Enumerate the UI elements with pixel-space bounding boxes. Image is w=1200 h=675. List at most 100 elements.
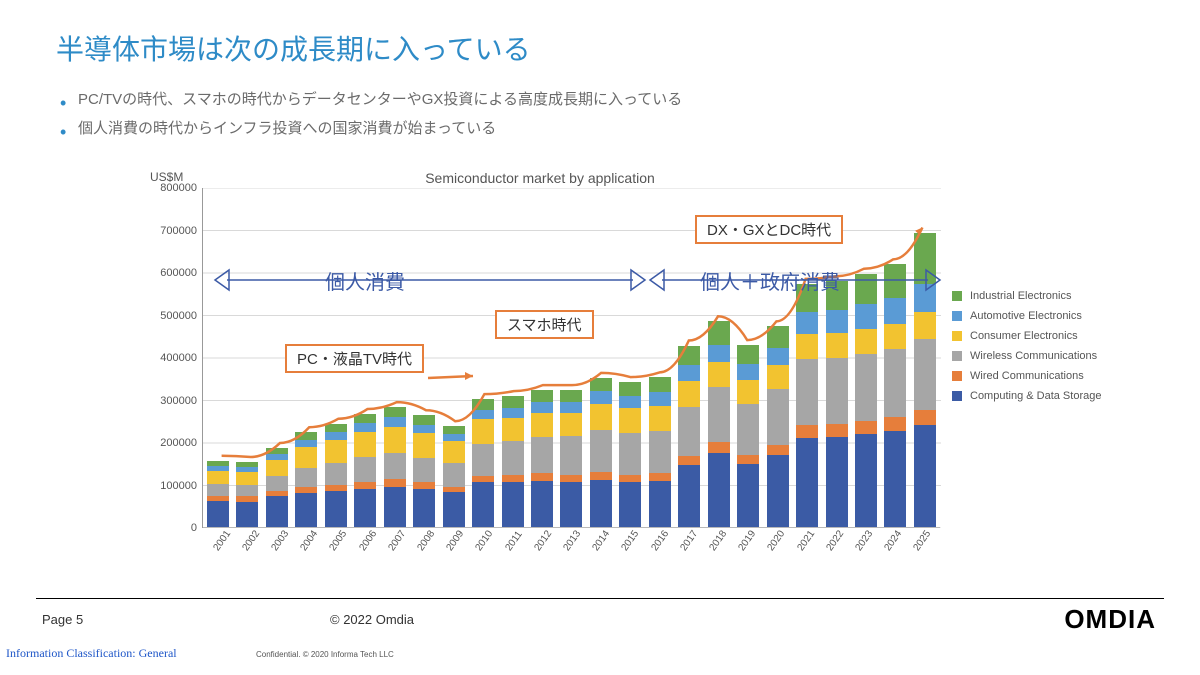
bar xyxy=(678,346,700,527)
bar-segment-automotive xyxy=(295,440,317,447)
bar-segment-automotive xyxy=(914,284,936,313)
bar-segment-consumer xyxy=(295,447,317,468)
bar-segment-wireless xyxy=(855,354,877,421)
bar-segment-computing xyxy=(295,493,317,527)
bar-segment-computing xyxy=(884,431,906,527)
legend-item: Automotive Electronics xyxy=(952,310,1101,322)
bar-segment-consumer xyxy=(914,312,936,338)
legend-label: Consumer Electronics xyxy=(970,330,1078,342)
bar-segment-consumer xyxy=(590,404,612,430)
bar xyxy=(560,390,582,527)
bar-segment-wireless xyxy=(443,463,465,486)
bar-segment-wireless xyxy=(619,433,641,475)
x-tick: 2012 xyxy=(532,529,554,554)
bar-segment-automotive xyxy=(826,310,848,333)
bar-segment-wired xyxy=(384,479,406,486)
bar-segment-industrial xyxy=(560,390,582,402)
legend-swatch xyxy=(952,351,962,361)
y-tick: 100000 xyxy=(160,480,203,492)
bar xyxy=(413,415,435,527)
x-tick: 2020 xyxy=(766,529,788,554)
bullet-item: PC/TVの時代、スマホの時代からデータセンターやGX投資による高度成長期に入っ… xyxy=(78,86,1144,115)
era-label-gov: 個人＋政府消費 xyxy=(700,266,840,295)
bar-segment-wired xyxy=(649,473,671,481)
bar xyxy=(708,321,730,527)
bar-segment-consumer xyxy=(384,427,406,453)
bar xyxy=(325,424,347,527)
era-label-personal: 個人消費 xyxy=(325,266,405,295)
bar-segment-wireless xyxy=(472,444,494,476)
bar xyxy=(354,414,376,527)
bar-segment-computing xyxy=(207,501,229,527)
x-tick: 2011 xyxy=(503,529,524,553)
bar-segment-computing xyxy=(384,487,406,527)
bar-segment-automotive xyxy=(325,432,347,440)
bar xyxy=(472,399,494,527)
bar xyxy=(826,281,848,527)
x-tick: 2017 xyxy=(678,529,700,554)
bar xyxy=(914,233,936,528)
bar-segment-wired xyxy=(354,482,376,489)
bar-segment-consumer xyxy=(443,441,465,463)
bar-segment-industrial xyxy=(590,378,612,392)
bar-segment-automotive xyxy=(531,402,553,413)
legend-label: Wired Communications xyxy=(970,370,1084,382)
x-tick: 2015 xyxy=(620,529,642,554)
bar-segment-wired xyxy=(678,456,700,465)
bar-segment-wireless xyxy=(708,387,730,442)
bar-segment-computing xyxy=(531,481,553,527)
bar-segment-computing xyxy=(413,489,435,527)
bar-segment-consumer xyxy=(649,406,671,431)
bar-segment-computing xyxy=(560,482,582,527)
bar-segment-consumer xyxy=(678,381,700,407)
x-tick: 2006 xyxy=(357,529,379,554)
bar-segment-industrial xyxy=(295,432,317,440)
bar-segment-wireless xyxy=(678,407,700,456)
bar xyxy=(502,396,524,527)
bar-segment-computing xyxy=(354,489,376,527)
legend: Industrial ElectronicsAutomotive Electro… xyxy=(952,290,1101,410)
y-tick: 500000 xyxy=(160,310,203,322)
y-tick: 200000 xyxy=(160,437,203,449)
x-tick: 2001 xyxy=(211,529,233,554)
x-tick: 2024 xyxy=(883,529,905,554)
bar-segment-computing xyxy=(443,492,465,527)
bar-segment-wireless xyxy=(502,441,524,475)
y-tick: 700000 xyxy=(160,225,203,237)
bar-segment-wired xyxy=(560,475,582,483)
bar-segment-industrial xyxy=(708,321,730,344)
bar-segment-computing xyxy=(619,482,641,527)
bar-segment-consumer xyxy=(737,380,759,403)
bar-segment-industrial xyxy=(384,407,406,417)
bar-segment-industrial xyxy=(531,390,553,402)
legend-label: Computing & Data Storage xyxy=(970,390,1101,402)
bar-segment-automotive xyxy=(413,425,435,434)
y-tick: 300000 xyxy=(160,395,203,407)
x-tick: 2013 xyxy=(561,529,583,554)
x-tick: 2010 xyxy=(474,529,496,554)
bar xyxy=(443,426,465,527)
bar xyxy=(236,462,258,527)
bar-segment-wireless xyxy=(767,389,789,444)
annotation-pc-era: PC・液晶TV時代 xyxy=(285,344,424,373)
legend-item: Consumer Electronics xyxy=(952,330,1101,342)
bar-segment-wireless xyxy=(207,484,229,496)
legend-item: Wireless Communications xyxy=(952,350,1101,362)
bar-segment-wired xyxy=(472,476,494,483)
bullet-list: PC/TVの時代、スマホの時代からデータセンターやGX投資による高度成長期に入っ… xyxy=(78,86,1144,143)
bar-segment-automotive xyxy=(560,402,582,413)
bar-segment-consumer xyxy=(266,460,288,476)
x-tick: 2025 xyxy=(912,529,934,554)
legend-item: Computing & Data Storage xyxy=(952,390,1101,402)
bar-segment-industrial xyxy=(649,377,671,392)
bar-segment-wired xyxy=(767,445,789,455)
bar-segment-wireless xyxy=(266,476,288,491)
bar-segment-automotive xyxy=(767,348,789,365)
bar-segment-wireless xyxy=(590,430,612,473)
bar-segment-wireless xyxy=(914,339,936,410)
page-number: Page 5 xyxy=(42,612,83,627)
bar-segment-automotive xyxy=(855,304,877,329)
x-tick: 2009 xyxy=(445,529,467,554)
omdia-logo: OMDIA xyxy=(1064,604,1156,635)
bar xyxy=(590,378,612,527)
